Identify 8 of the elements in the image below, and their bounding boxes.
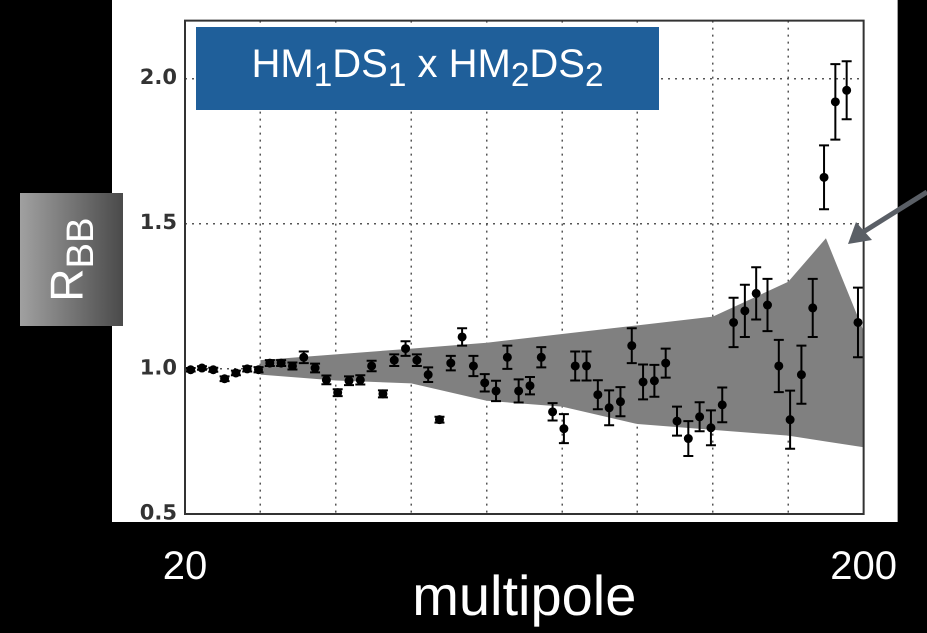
x-tick-label: 200 xyxy=(830,544,898,588)
y-tick-label: 1.0 xyxy=(140,355,177,380)
x-tick-label: 20 xyxy=(162,544,208,588)
y-tick-label: 2.0 xyxy=(140,65,177,90)
text: HM$_{1}$DS$_{1}$ x HM$_{2}$DS$_{2}$ xyxy=(252,42,604,95)
x-axis-title: multipole xyxy=(412,564,636,627)
y-tick-label: 1.5 xyxy=(140,210,177,234)
y-tick-label: 0.5 xyxy=(140,500,177,524)
